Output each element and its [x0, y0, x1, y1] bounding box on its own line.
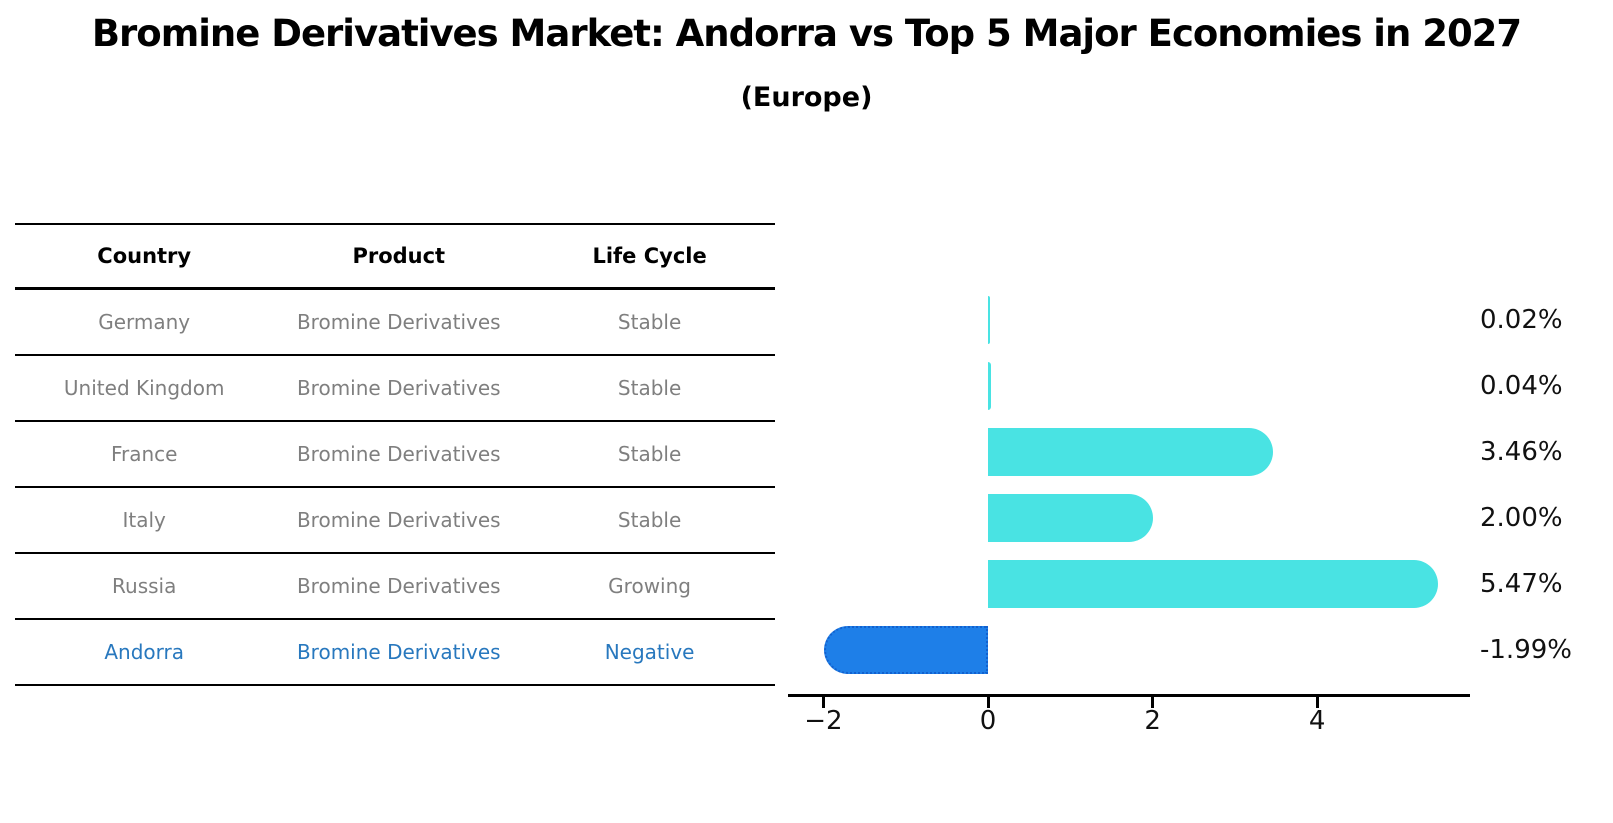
table-cell-life_cycle: Stable — [617, 310, 682, 334]
table-row: Andorra Bromine Derivatives Negative — [15, 620, 775, 686]
table-cell-life_cycle: Stable — [617, 442, 682, 466]
table-cell-product: Bromine Derivatives — [296, 310, 501, 334]
x-axis-tick — [1151, 697, 1155, 708]
x-axis-line — [788, 694, 1470, 697]
table-cell-country: Italy — [122, 508, 166, 532]
x-axis-tick — [986, 697, 990, 708]
chart-title: Bromine Derivatives Market: Andorra vs T… — [91, 12, 1522, 55]
bar-germany — [988, 296, 990, 344]
table-cell-product: Bromine Derivatives — [296, 442, 501, 466]
table-header-country: Country — [97, 244, 192, 268]
country-table: Country Product Life Cycle Germany Bromin… — [15, 223, 775, 686]
table-header-product: Product — [352, 244, 446, 268]
table-cell-country: United Kingdom — [63, 376, 225, 400]
x-axis-tick-label: 2 — [1144, 706, 1161, 736]
x-axis-tick-label: 4 — [1308, 706, 1326, 736]
x-axis-tick — [821, 697, 825, 708]
bar-russia — [988, 560, 1439, 608]
table-row: France Bromine Derivatives Stable — [15, 422, 775, 488]
table-row: United Kingdom Bromine Derivatives Stable — [15, 356, 775, 422]
x-axis-tick-label: 0 — [979, 706, 997, 736]
bar-andorra — [824, 626, 988, 674]
table-cell-country: Andorra — [104, 640, 185, 664]
x-axis-tick — [1315, 697, 1319, 708]
table-header-row: Country Product Life Cycle — [15, 225, 775, 290]
percent-label: 5.47% — [1480, 569, 1563, 599]
table-cell-product: Bromine Derivatives — [296, 508, 501, 532]
percent-label: 2.00% — [1480, 503, 1563, 533]
percent-label: 0.02% — [1480, 305, 1563, 335]
table-cell-product: Bromine Derivatives — [296, 574, 501, 598]
chart-subtitle: (Europe) — [740, 82, 873, 113]
table-cell-country: Russia — [112, 574, 177, 598]
bar-italy — [988, 494, 1153, 542]
table-row: Italy Bromine Derivatives Stable — [15, 488, 775, 554]
bar-united-kingdom — [988, 362, 992, 410]
bar-france — [988, 428, 1273, 476]
table-cell-country: France — [110, 442, 178, 466]
percent-label: -1.99% — [1480, 635, 1572, 665]
table-cell-life_cycle: Stable — [617, 508, 682, 532]
table-body: Germany Bromine Derivatives Stable United K… — [15, 290, 775, 686]
x-axis-tick-label: −2 — [804, 706, 843, 736]
table-cell-life_cycle: Stable — [617, 376, 682, 400]
table-cell-life_cycle: Negative — [604, 640, 695, 664]
table-cell-product: Bromine Derivatives — [296, 376, 501, 400]
table-row: Germany Bromine Derivatives Stable — [15, 290, 775, 356]
table-cell-product: Bromine Derivatives — [296, 640, 501, 664]
table-row: Russia Bromine Derivatives Growing — [15, 554, 775, 620]
table-cell-life_cycle: Growing — [608, 574, 691, 598]
table-header-lifecycle: Life Cycle — [592, 244, 707, 268]
table-cell-country: Germany — [98, 310, 191, 334]
percent-label: 3.46% — [1480, 437, 1563, 467]
percent-label: 0.04% — [1480, 371, 1563, 401]
